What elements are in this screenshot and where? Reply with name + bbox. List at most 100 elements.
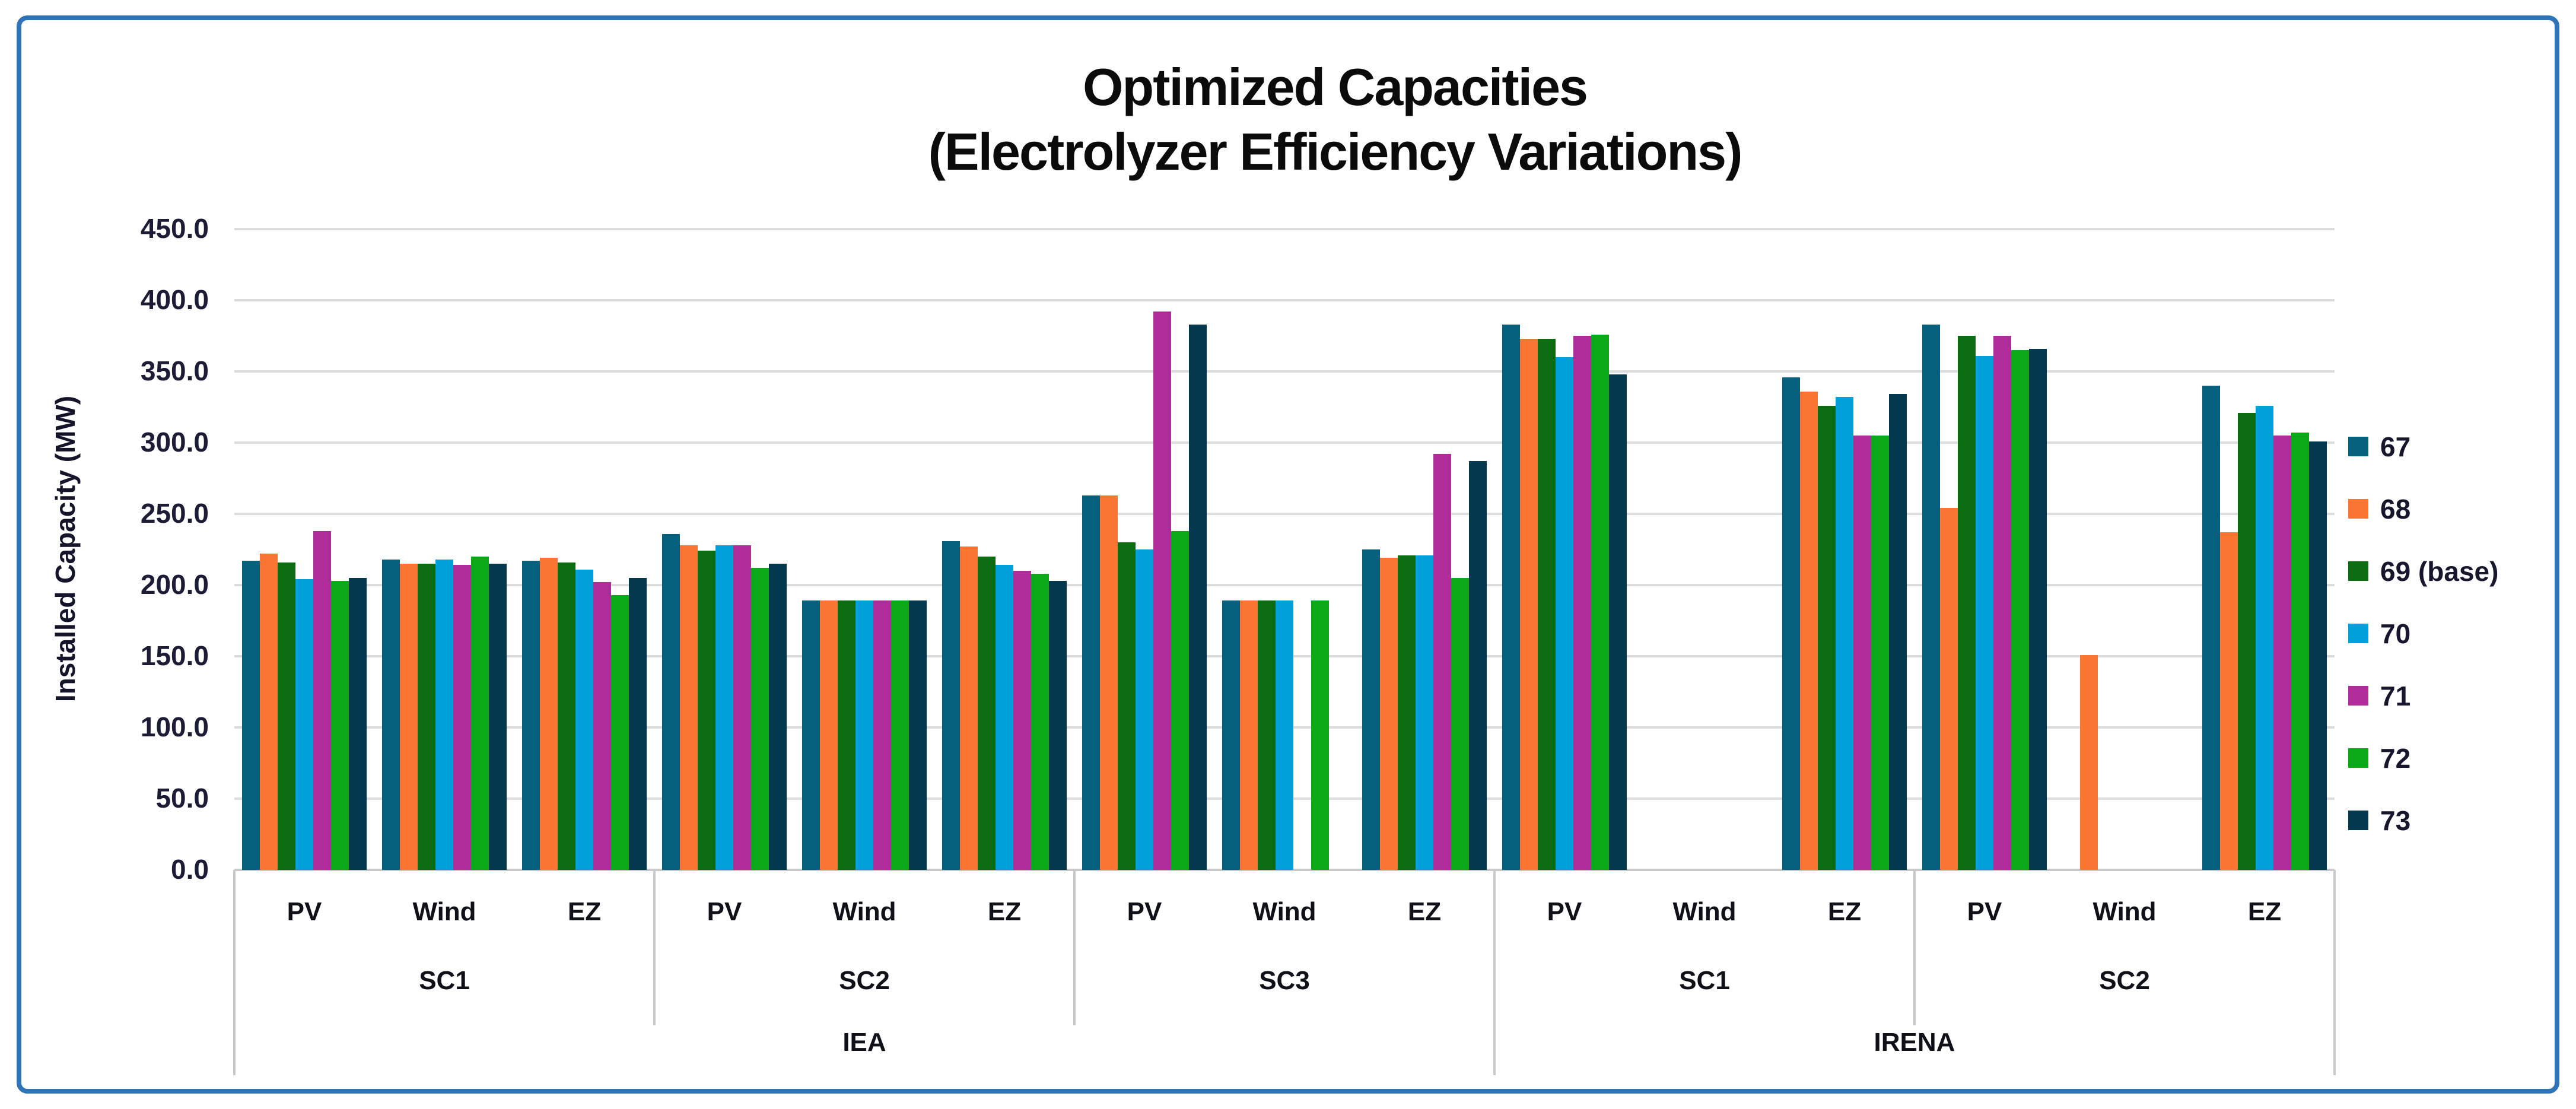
bar-72-IEA-SC3-Wind: [1311, 600, 1329, 870]
bar-69 (base)-IRENA-SC2-EZ: [2238, 412, 2256, 870]
legend-item-73: 73: [2348, 789, 2498, 851]
y-tick-label: 200.0: [140, 569, 209, 600]
bar-71-IEA-SC2-Wind: [873, 600, 891, 870]
bar-73-IEA-SC1-PV: [349, 578, 367, 870]
bar-72-IEA-SC2-Wind: [891, 600, 909, 870]
bar-69 (base)-IEA-SC2-PV: [698, 551, 715, 870]
bar-70-IEA-SC1-PV: [295, 579, 313, 870]
bar-67-IEA-SC1-Wind: [382, 559, 400, 870]
bar-72-IEA-SC1-EZ: [611, 595, 629, 870]
bar-68-IEA-SC2-Wind: [820, 600, 838, 870]
bar-68-IEA-SC3-Wind: [1240, 600, 1258, 870]
bar-67-IEA-SC3-Wind: [1222, 600, 1240, 870]
legend: 67 68 69 (base) 70 71 72 73: [2348, 415, 2498, 851]
legend-label: 72: [2380, 742, 2411, 774]
legend-swatch-icon: [2348, 811, 2368, 830]
legend-swatch-icon: [2348, 561, 2368, 581]
x-scenario-label: SC2: [2099, 966, 2150, 995]
bar-67-IRENA-SC1-PV: [1502, 324, 1520, 870]
bar-68-IEA-SC1-PV: [260, 554, 278, 870]
bar-67-IEA-SC2-PV: [662, 533, 680, 870]
bar-72-IRENA-SC2-EZ: [2291, 433, 2309, 870]
bar-72-IRENA-SC1-EZ: [1871, 436, 1889, 870]
y-tick-label: 350.0: [140, 355, 209, 386]
x-category-label: Wind: [1252, 897, 1316, 926]
bar-68-IRENA-SC2-Wind: [2080, 654, 2098, 870]
scenario-divider: [653, 870, 656, 1025]
bar-70-IRENA-SC2-EZ: [2256, 405, 2273, 870]
bar-68-IEA-SC1-EZ: [540, 558, 558, 870]
bar-72-IRENA-SC1-PV: [1591, 334, 1609, 870]
bar-68-IEA-SC2-EZ: [960, 546, 978, 870]
y-tick-label: 450.0: [140, 213, 209, 244]
bar-73-IEA-SC1-EZ: [629, 578, 647, 870]
x-category-label: PV: [1127, 897, 1162, 926]
y-tick-label: 150.0: [140, 640, 209, 671]
legend-label: 73: [2380, 805, 2411, 836]
bar-67-IEA-SC3-EZ: [1362, 549, 1380, 870]
y-tick-label: 50.0: [155, 783, 209, 814]
bar-70-IEA-SC3-EZ: [1416, 555, 1433, 870]
x-scenario-label: SC2: [839, 966, 890, 995]
y-tick-label: 100.0: [140, 711, 209, 742]
bar-73-IEA-SC2-PV: [769, 564, 787, 870]
x-scenario-label: SC1: [419, 966, 470, 995]
gridline-300: [234, 441, 2335, 444]
gridline-200: [234, 584, 2335, 586]
legend-label: 70: [2380, 618, 2411, 649]
bar-72-IEA-SC3-PV: [1171, 530, 1189, 870]
gridline-350: [234, 370, 2335, 373]
x-category-label: Wind: [2092, 897, 2157, 926]
bar-71-IRENA-SC1-EZ: [1853, 436, 1871, 870]
bar-68-IRENA-SC2-PV: [1940, 508, 1958, 870]
x-category-label: Wind: [1672, 897, 1737, 926]
legend-item-67: 67: [2348, 415, 2498, 478]
legend-swatch-icon: [2348, 686, 2368, 706]
bar-71-IRENA-SC2-PV: [1993, 336, 2011, 870]
bar-67-IEA-SC2-Wind: [802, 600, 820, 870]
bar-70-IEA-SC2-PV: [715, 545, 733, 870]
y-tick-label: 400.0: [140, 284, 209, 315]
chart-title-line1: Optimized Capacities: [1082, 58, 1588, 116]
x-category-label: EZ: [1827, 897, 1862, 926]
bar-70-IRENA-SC1-EZ: [1836, 397, 1853, 870]
bar-70-IEA-SC2-EZ: [996, 565, 1013, 870]
bar-71-IEA-SC3-PV: [1153, 312, 1171, 870]
bar-71-IEA-SC1-Wind: [453, 565, 471, 870]
x-scenario-label: SC3: [1259, 966, 1310, 995]
legend-item-69-base-: 69 (base): [2348, 540, 2498, 602]
legend-swatch-icon: [2348, 499, 2368, 519]
x-category-label: EZ: [2247, 897, 2282, 926]
legend-label: 71: [2380, 680, 2411, 711]
legend-swatch-icon: [2348, 748, 2368, 768]
x-category-label: EZ: [567, 897, 602, 926]
bar-70-IEA-SC3-Wind: [1276, 600, 1293, 870]
legend-swatch-icon: [2348, 437, 2368, 456]
bar-73-IEA-SC1-Wind: [489, 564, 507, 870]
agency-divider: [1493, 870, 1496, 1075]
bar-71-IEA-SC1-PV: [313, 530, 331, 870]
bar-68-IRENA-SC1-EZ: [1800, 391, 1818, 870]
scenario-divider: [1913, 870, 1916, 1025]
legend-swatch-icon: [2348, 624, 2368, 643]
y-tick-label: 250.0: [140, 498, 209, 529]
bar-70-IEA-SC3-PV: [1136, 549, 1153, 870]
bar-67-IEA-SC1-PV: [242, 561, 260, 870]
bar-70-IEA-SC1-EZ: [575, 569, 593, 870]
bar-71-IRENA-SC2-EZ: [2273, 436, 2291, 870]
bar-68-IEA-SC2-PV: [680, 545, 698, 870]
bar-70-IEA-SC1-Wind: [435, 559, 453, 870]
x-scenario-label: SC1: [1679, 966, 1730, 995]
x-category-label: Wind: [412, 897, 476, 926]
bar-73-IRENA-SC1-PV: [1609, 374, 1627, 870]
bar-73-IRENA-SC1-EZ: [1889, 394, 1907, 870]
bar-69 (base)-IEA-SC3-PV: [1118, 542, 1136, 870]
x-category-label: PV: [287, 897, 322, 926]
bar-69 (base)-IEA-SC2-EZ: [978, 557, 996, 870]
bar-69 (base)-IEA-SC1-PV: [278, 562, 295, 870]
x-category-label: EZ: [987, 897, 1022, 926]
bar-67-IEA-SC3-PV: [1082, 495, 1100, 870]
bar-68-IEA-SC1-Wind: [400, 564, 418, 870]
bar-71-IEA-SC1-EZ: [593, 582, 611, 870]
bar-68-IRENA-SC2-EZ: [2220, 532, 2238, 870]
